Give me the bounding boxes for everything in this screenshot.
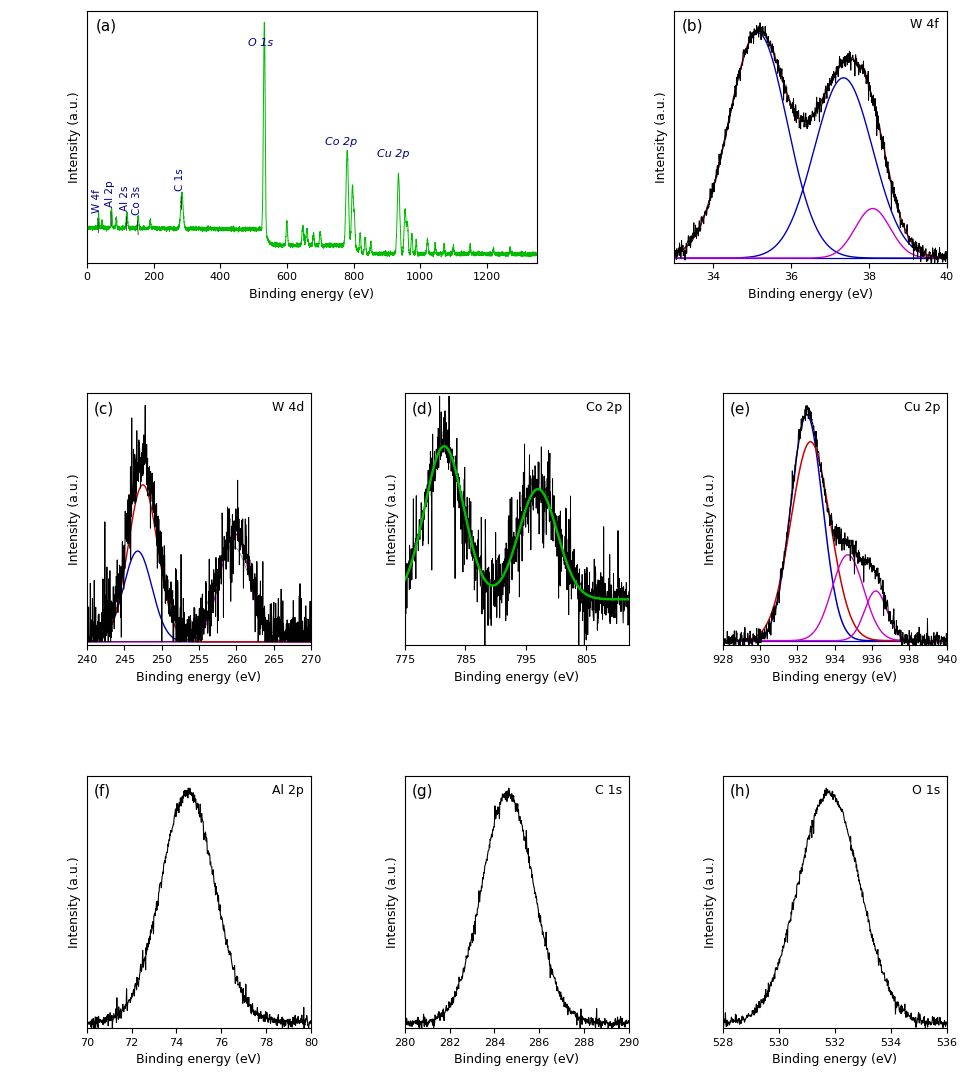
Text: (d): (d) [412,401,433,417]
Text: (f): (f) [94,783,111,799]
Text: (e): (e) [729,401,751,417]
Y-axis label: Intensity (a.u.): Intensity (a.u.) [69,474,81,565]
Y-axis label: Intensity (a.u.): Intensity (a.u.) [704,856,717,948]
Text: W 4f: W 4f [910,18,939,31]
Text: Al 2p: Al 2p [105,181,115,226]
Y-axis label: Intensity (a.u.): Intensity (a.u.) [704,474,717,565]
Text: Co 2p: Co 2p [586,401,622,414]
Text: Cu 2p: Cu 2p [903,401,940,414]
Y-axis label: Intensity (a.u.): Intensity (a.u.) [656,91,668,183]
Y-axis label: Intensity (a.u.): Intensity (a.u.) [69,91,81,183]
Text: Cu 2p: Cu 2p [378,149,410,159]
Text: Co 2p: Co 2p [325,137,357,147]
X-axis label: Binding energy (eV): Binding energy (eV) [772,1053,897,1066]
X-axis label: Binding energy (eV): Binding energy (eV) [772,671,897,684]
Text: O 1s: O 1s [247,38,272,48]
Text: C 1s: C 1s [175,169,185,210]
X-axis label: Binding energy (eV): Binding energy (eV) [454,1053,580,1066]
Text: (b): (b) [682,18,703,34]
Y-axis label: Intensity (a.u.): Intensity (a.u.) [386,474,399,565]
Text: Al 2p: Al 2p [272,783,304,796]
X-axis label: Binding energy (eV): Binding energy (eV) [136,671,262,684]
X-axis label: Binding energy (eV): Binding energy (eV) [249,288,375,301]
Y-axis label: Intensity (a.u.): Intensity (a.u.) [69,856,81,948]
X-axis label: Binding energy (eV): Binding energy (eV) [454,671,580,684]
Text: (a): (a) [96,18,117,34]
Text: (h): (h) [729,783,751,799]
Text: W 4f: W 4f [92,189,102,233]
Text: (g): (g) [412,783,433,799]
Y-axis label: Intensity (a.u.): Intensity (a.u.) [386,856,399,948]
Text: W 4d: W 4d [271,401,304,414]
Text: Co 3s: Co 3s [131,186,142,235]
Text: Al 2s: Al 2s [120,185,130,230]
X-axis label: Binding energy (eV): Binding energy (eV) [748,288,873,301]
Text: O 1s: O 1s [912,783,940,796]
Text: C 1s: C 1s [595,783,622,796]
X-axis label: Binding energy (eV): Binding energy (eV) [136,1053,262,1066]
Text: (c): (c) [94,401,114,417]
